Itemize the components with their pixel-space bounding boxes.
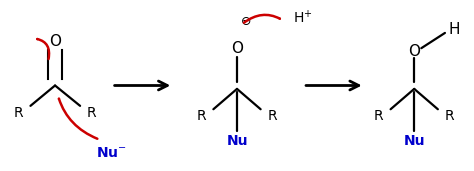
Text: O: O bbox=[49, 34, 61, 49]
FancyArrowPatch shape bbox=[59, 99, 97, 139]
FancyArrowPatch shape bbox=[37, 39, 49, 59]
FancyArrowPatch shape bbox=[244, 15, 280, 23]
Text: O: O bbox=[231, 41, 243, 56]
Text: H$^{+}$: H$^{+}$ bbox=[293, 9, 313, 26]
Text: R: R bbox=[14, 106, 24, 120]
Text: R: R bbox=[197, 109, 206, 123]
Text: Nu: Nu bbox=[226, 134, 248, 148]
Text: H: H bbox=[449, 22, 460, 37]
Text: Nu: Nu bbox=[403, 134, 425, 148]
Text: O: O bbox=[408, 44, 420, 59]
Text: R: R bbox=[87, 106, 97, 120]
Text: R: R bbox=[374, 109, 383, 123]
Text: ⊖: ⊖ bbox=[241, 15, 252, 28]
Text: R: R bbox=[445, 109, 455, 123]
Text: R: R bbox=[268, 109, 277, 123]
Text: Nu$^{-}$: Nu$^{-}$ bbox=[96, 146, 127, 160]
